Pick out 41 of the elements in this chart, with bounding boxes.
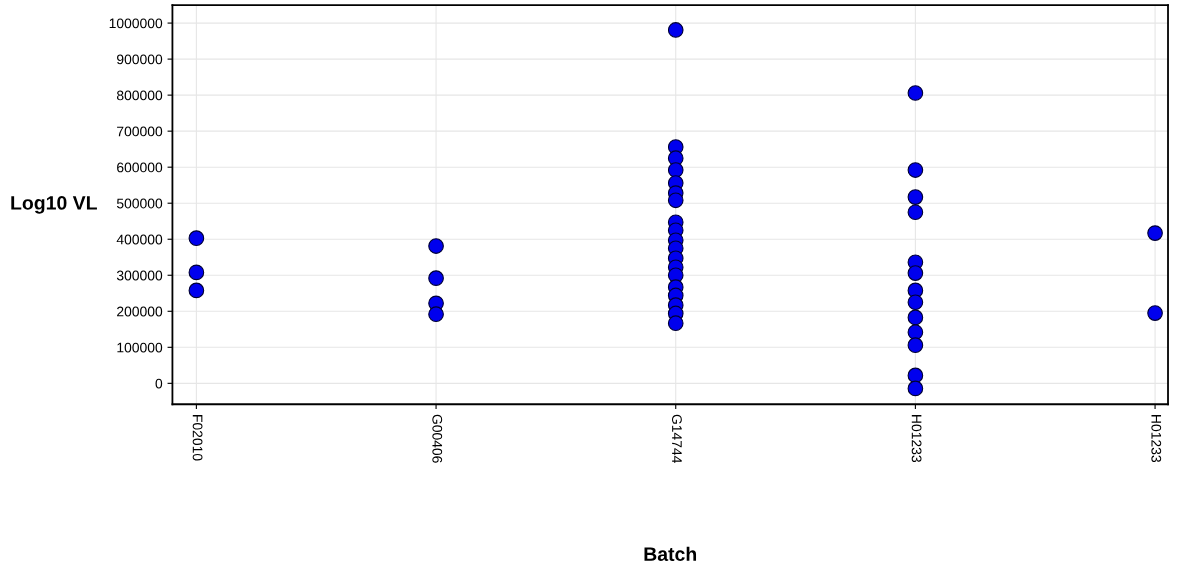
point (907, 337, 924, 353)
point (1147, 305, 1163, 321)
point (907, 85, 924, 101)
point (428, 270, 444, 286)
point (907, 204, 924, 221)
x-tick-label: F02010 (192, 415, 203, 461)
x-tick-label: G14744 (672, 414, 682, 463)
y-axis-title: Log10 VL (11, 196, 97, 214)
y-tick-label: 100000 (117, 342, 163, 353)
point (907, 367, 924, 384)
point (907, 294, 924, 311)
point (667, 22, 684, 38)
point (907, 309, 924, 326)
point (907, 162, 924, 178)
point (907, 265, 924, 281)
point (428, 238, 444, 254)
y-tick-label: 500000 (116, 198, 163, 209)
y-tick-label: 0 (155, 378, 163, 389)
point (1147, 225, 1163, 241)
y-tick-label: 300000 (116, 270, 163, 281)
point (907, 189, 924, 205)
point (188, 230, 205, 246)
point (667, 192, 684, 209)
point (188, 282, 205, 299)
y-tick-label: 200000 (117, 306, 163, 317)
y-tick-label: 800000 (116, 90, 163, 101)
x-tick-label: G00406 (432, 414, 443, 463)
y-tick-label: 1000000 (109, 18, 163, 29)
x-axis-title: Batch (644, 546, 697, 561)
x-tick-label: H01233 (911, 415, 922, 462)
point (667, 162, 684, 178)
point (907, 380, 924, 397)
point (188, 264, 205, 281)
point (907, 324, 924, 341)
y-tick-label: 900000 (117, 54, 163, 65)
point (428, 306, 444, 323)
y-tick-label: 700000 (117, 126, 163, 137)
x-tick-label: H01233 (1151, 415, 1162, 462)
y-tick-label: 400000 (116, 234, 163, 245)
y-tick-label: 600000 (117, 162, 163, 173)
point (667, 315, 684, 332)
